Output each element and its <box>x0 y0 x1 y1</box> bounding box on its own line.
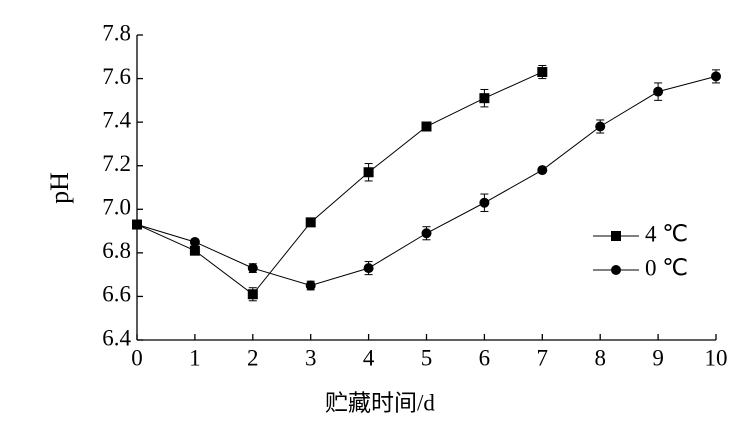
marker <box>305 217 316 228</box>
y-tick-label: 6.8 <box>102 238 131 263</box>
y-axis-label: pH <box>45 172 74 204</box>
y-tick-label: 7.2 <box>102 151 131 176</box>
x-tick-label: 0 <box>131 345 143 370</box>
marker <box>479 197 490 208</box>
legend-label: 4 ℃ <box>645 221 688 246</box>
y-tick-label: 7.6 <box>102 64 131 89</box>
y-tick-label: 6.4 <box>102 325 131 350</box>
x-tick-label: 6 <box>479 345 491 370</box>
x-tick-label: 10 <box>705 345 728 370</box>
x-tick-label: 1 <box>189 345 201 370</box>
series-line <box>136 75 717 287</box>
x-tick-label: 5 <box>421 345 433 370</box>
y-tick-label: 7.8 <box>102 20 131 45</box>
marker <box>711 71 721 82</box>
marker <box>305 280 316 291</box>
marker <box>189 236 200 247</box>
x-axis-label: 贮藏时间/d <box>325 390 435 415</box>
legend-marker <box>611 265 621 275</box>
series-line <box>136 71 543 295</box>
marker <box>363 263 374 274</box>
marker <box>537 165 548 176</box>
marker <box>421 121 432 132</box>
x-tick-label: 7 <box>537 345 549 370</box>
marker <box>653 86 664 97</box>
x-tick-label: 2 <box>247 345 259 370</box>
x-tick-label: 8 <box>594 345 606 370</box>
x-tick-label: 4 <box>363 345 375 370</box>
marker <box>537 67 548 78</box>
marker <box>595 121 606 132</box>
x-tick-label: 3 <box>305 345 317 370</box>
x-tick-label: 9 <box>652 345 664 370</box>
marker <box>247 289 258 300</box>
marker <box>363 167 374 178</box>
y-tick-label: 7.4 <box>102 107 131 132</box>
legend-label: 0 ℃ <box>645 255 688 280</box>
marker <box>421 228 432 239</box>
legend-marker <box>611 231 621 241</box>
y-tick-label: 6.6 <box>102 282 131 307</box>
marker <box>132 219 142 230</box>
marker <box>479 93 490 104</box>
marker <box>247 263 258 274</box>
marker <box>189 245 200 256</box>
y-tick-label: 7.0 <box>102 195 131 220</box>
